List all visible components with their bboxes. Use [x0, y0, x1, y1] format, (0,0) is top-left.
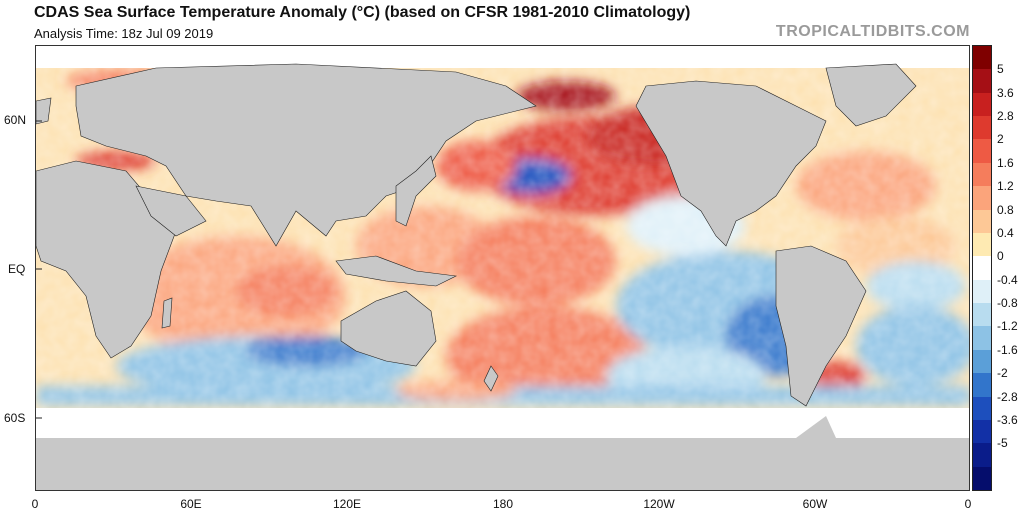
arabia: [135, 185, 207, 237]
colorbar-label: -0.4: [997, 272, 1018, 287]
lon-label-120e: 120E: [332, 497, 362, 511]
colorbar-label: -3.6: [997, 412, 1018, 427]
brand-watermark: TROPICALTIDBITS.COM: [775, 23, 970, 40]
colorbar-label: -1.6: [997, 342, 1018, 357]
lon-label-60w: 60W: [802, 497, 828, 511]
colorbar-segment: [973, 303, 991, 327]
colorbar-label: -2.8: [997, 389, 1018, 404]
madagascar: [161, 297, 173, 329]
lat-label-eq: EQ: [8, 262, 26, 276]
indonesia: [335, 255, 458, 287]
colorbar-segment: [973, 69, 991, 94]
lon-label-0: 0: [31, 497, 39, 511]
continents: [36, 63, 917, 407]
colorbar-label: 1.6: [997, 155, 1014, 170]
colorbar-label: 0.8: [997, 202, 1014, 217]
colorbar-segment: [973, 373, 991, 398]
map-ticks: [36, 120, 42, 419]
colorbar-segment: [973, 443, 991, 468]
south-america: [775, 245, 867, 407]
antarctic-peninsula: [796, 416, 836, 438]
colorbar-segment: [973, 349, 991, 374]
africa: [36, 160, 177, 359]
colorbar-segment: [973, 419, 991, 444]
colorbar-segment: [973, 279, 991, 304]
lon-label-180: 180: [492, 497, 514, 511]
colorbar-label: -0.8: [997, 296, 1018, 311]
lat-label-60s: 60S: [4, 411, 26, 425]
lon-label-0-east: 0: [964, 497, 972, 511]
british-isles: [36, 97, 52, 125]
colorbar-label: -5: [997, 436, 1008, 451]
colorbar-segment: [973, 396, 991, 421]
arctic-ice: [36, 46, 969, 68]
colorbar-segment: [973, 139, 991, 164]
philippines-japan: [395, 155, 437, 227]
colorbar-label: 3.6: [997, 85, 1014, 100]
colorbar-label: -2: [997, 366, 1008, 381]
colorbar-label: 2: [997, 132, 1004, 147]
colorbar-segment: [973, 116, 991, 140]
lat-label-60n: 60N: [4, 113, 27, 127]
lon-label-120w: 120W: [643, 497, 675, 511]
colorbar-segment: [973, 326, 991, 351]
colorbar-segment: [973, 92, 991, 117]
north-america: [635, 80, 827, 247]
australia: [340, 290, 437, 367]
colorbar-segment: [973, 162, 991, 187]
greenland: [825, 63, 917, 127]
colorbar: [972, 45, 992, 491]
colorbar-segment: [973, 209, 991, 234]
lon-label-60e: 60E: [180, 497, 202, 511]
colorbar-label: -1.2: [997, 319, 1018, 334]
colorbar-label: 0.4: [997, 225, 1014, 240]
sst-anomaly-map: [35, 45, 970, 491]
analysis-time: Analysis Time: 18z Jul 09 2019: [34, 26, 214, 41]
colorbar-segment: [973, 466, 991, 491]
map-canvas: [36, 46, 969, 490]
colorbar-segment: [973, 256, 991, 281]
colorbar-segment: [973, 232, 991, 257]
colorbar-label: 2.8: [997, 109, 1014, 124]
eurasia: [75, 63, 537, 247]
colorbar-segment: [973, 186, 991, 211]
colorbar-label: 1.2: [997, 179, 1014, 194]
new-zealand: [483, 365, 499, 392]
colorbar-label: 0: [997, 249, 1004, 264]
colorbar-label: 5: [997, 62, 1004, 77]
antarctica-land: [36, 438, 969, 490]
chart-title: CDAS Sea Surface Temperature Anomaly (°C…: [34, 4, 691, 21]
colorbar-segment: [973, 46, 991, 70]
